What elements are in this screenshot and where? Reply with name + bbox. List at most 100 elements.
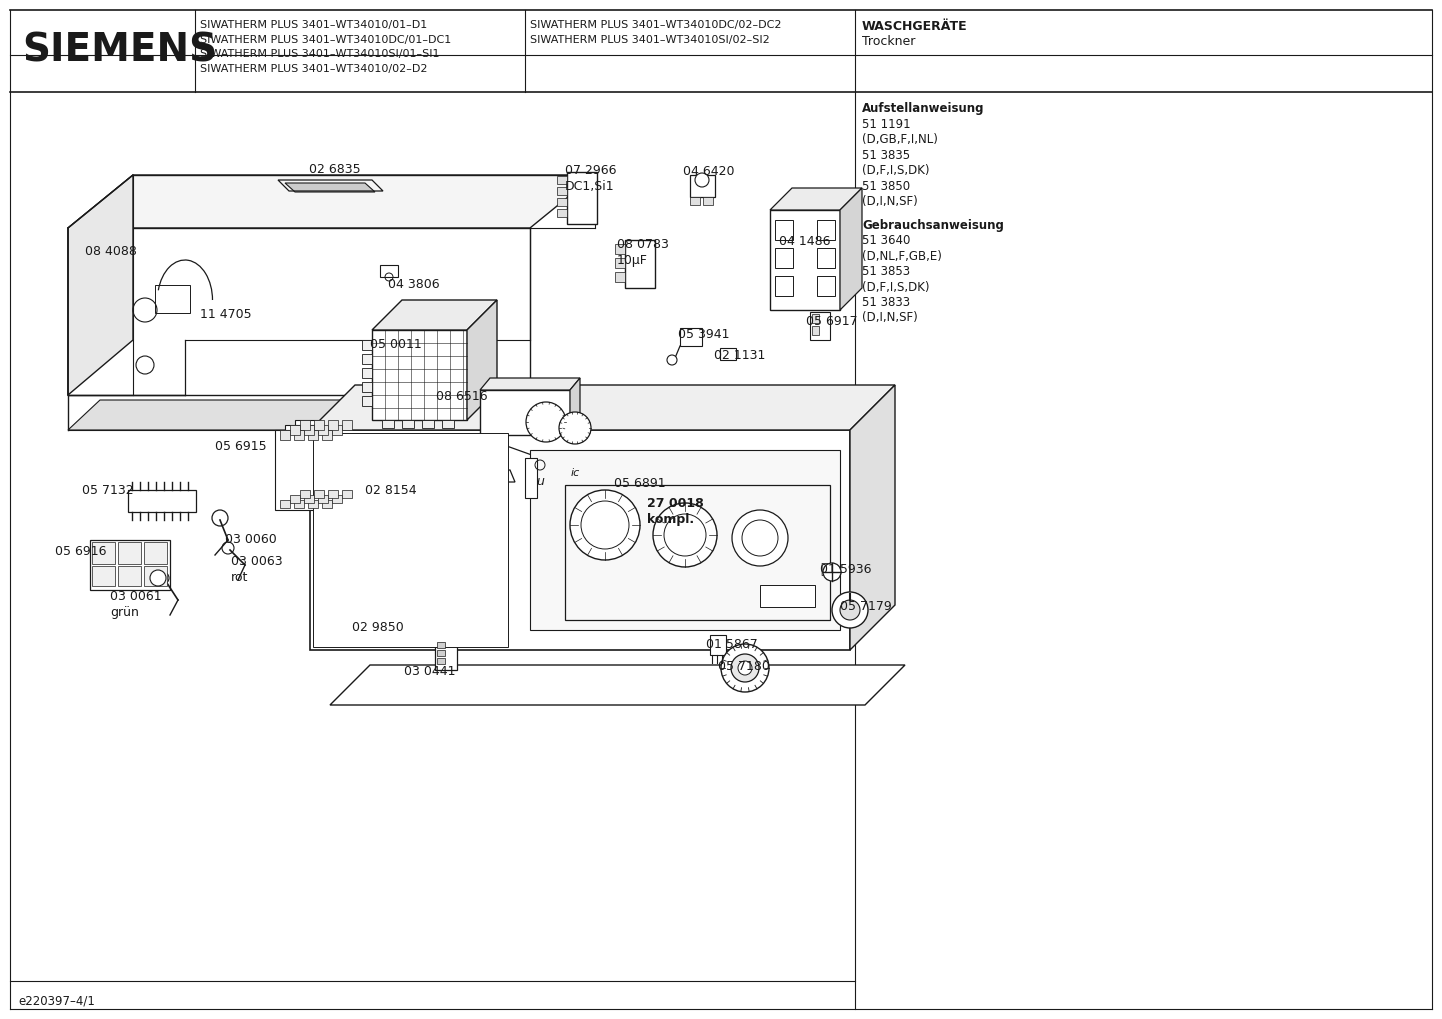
Circle shape (668, 355, 676, 365)
Text: (D,GB,F,I,NL): (D,GB,F,I,NL) (862, 133, 937, 146)
Bar (144, 566, 167, 586)
Bar (818, 220, 835, 240)
Bar (314, 420, 324, 430)
Polygon shape (68, 175, 133, 395)
Circle shape (150, 570, 166, 586)
Text: grün: grün (110, 606, 138, 619)
Bar (624, 240, 655, 288)
Circle shape (559, 412, 591, 444)
Text: WASCHGERÄTE: WASCHGERÄTE (862, 20, 968, 33)
Text: Aufstellanweisung: Aufstellanweisung (862, 102, 985, 115)
Text: 51 3833: 51 3833 (862, 296, 910, 309)
Bar (557, 198, 567, 206)
Polygon shape (480, 378, 580, 390)
Polygon shape (460, 470, 515, 482)
Text: 03 0061: 03 0061 (110, 590, 162, 603)
Bar (290, 495, 300, 503)
Bar (812, 314, 819, 323)
Text: 05 6917: 05 6917 (806, 315, 858, 328)
Circle shape (733, 510, 787, 566)
Text: 51 3850: 51 3850 (862, 179, 910, 193)
Bar (402, 420, 414, 428)
Bar (309, 430, 319, 440)
Bar (704, 197, 712, 205)
Bar (332, 425, 342, 435)
Bar (382, 420, 394, 428)
Polygon shape (128, 490, 196, 512)
Bar (774, 276, 793, 296)
Text: u: u (536, 475, 544, 488)
Text: (D,NL,F,GB,E): (D,NL,F,GB,E) (862, 250, 942, 263)
Bar (342, 490, 352, 498)
Bar (774, 220, 793, 240)
Polygon shape (310, 385, 895, 430)
Text: 03 0060: 03 0060 (225, 533, 277, 546)
Text: 27 0018: 27 0018 (647, 497, 704, 510)
Bar (118, 566, 141, 586)
Polygon shape (480, 390, 570, 435)
Bar (362, 368, 372, 378)
Text: 02 9850: 02 9850 (352, 621, 404, 634)
Circle shape (832, 592, 868, 628)
Text: 05 7132: 05 7132 (82, 484, 134, 497)
Polygon shape (770, 187, 862, 210)
Text: 51 3853: 51 3853 (862, 265, 910, 278)
Text: (D,F,I,S,DK): (D,F,I,S,DK) (862, 280, 930, 293)
Circle shape (695, 173, 709, 187)
Bar (322, 430, 332, 440)
Bar (423, 420, 434, 428)
Circle shape (743, 520, 779, 556)
Text: 01 5867: 01 5867 (707, 638, 757, 651)
Text: 08 6516: 08 6516 (435, 390, 487, 403)
Text: 05 7179: 05 7179 (841, 600, 891, 613)
Text: ⌖: ⌖ (820, 562, 828, 576)
Text: SIWATHERM PLUS 3401–WT34010DC/02–DC2: SIWATHERM PLUS 3401–WT34010DC/02–DC2 (531, 20, 782, 30)
Bar (144, 542, 167, 564)
Text: 10µF: 10µF (617, 254, 647, 267)
Bar (322, 500, 332, 508)
Text: 03 0063: 03 0063 (231, 555, 283, 568)
Text: 08 4088: 08 4088 (85, 245, 137, 258)
Polygon shape (330, 665, 906, 705)
Text: SIEMENS: SIEMENS (22, 31, 218, 69)
Bar (557, 209, 567, 217)
Text: SIWATHERM PLUS 3401–WT34010/01–D1: SIWATHERM PLUS 3401–WT34010/01–D1 (200, 20, 427, 30)
Bar (294, 430, 304, 440)
Polygon shape (296, 420, 360, 500)
Bar (381, 265, 398, 277)
Text: DC1,Si1: DC1,Si1 (565, 180, 614, 193)
Bar (435, 640, 457, 671)
Bar (614, 272, 624, 282)
Polygon shape (841, 187, 862, 310)
Text: SIWATHERM PLUS 3401–WT34010SI/01–SI1: SIWATHERM PLUS 3401–WT34010SI/01–SI1 (200, 49, 440, 59)
Circle shape (823, 564, 841, 581)
Polygon shape (286, 183, 375, 192)
Text: (D,F,I,S,DK): (D,F,I,S,DK) (862, 164, 930, 177)
Text: 02 1131: 02 1131 (714, 348, 766, 362)
Bar (314, 490, 324, 498)
Text: e220397–4/1: e220397–4/1 (17, 994, 95, 1007)
Polygon shape (286, 425, 350, 505)
Bar (280, 500, 290, 508)
Bar (681, 328, 702, 346)
Bar (557, 187, 567, 195)
Bar (362, 382, 372, 392)
Text: 08 0783: 08 0783 (617, 238, 669, 251)
Bar (437, 658, 446, 664)
Bar (280, 430, 290, 440)
Bar (327, 420, 337, 430)
Text: (D,I,N,SF): (D,I,N,SF) (862, 312, 917, 324)
Bar (309, 500, 319, 508)
Bar (525, 458, 536, 498)
Bar (774, 248, 793, 268)
Text: 01 5936: 01 5936 (820, 564, 871, 576)
Bar (290, 425, 300, 435)
Text: 05 7180: 05 7180 (718, 660, 770, 673)
Text: 11 4705: 11 4705 (200, 308, 251, 321)
Circle shape (365, 480, 485, 600)
Polygon shape (310, 430, 849, 650)
Text: 05 6891: 05 6891 (614, 477, 666, 490)
Bar (760, 585, 815, 607)
Text: SIWATHERM PLUS 3401–WT34010DC/01–DC1: SIWATHERM PLUS 3401–WT34010DC/01–DC1 (200, 35, 451, 45)
Bar (614, 244, 624, 254)
